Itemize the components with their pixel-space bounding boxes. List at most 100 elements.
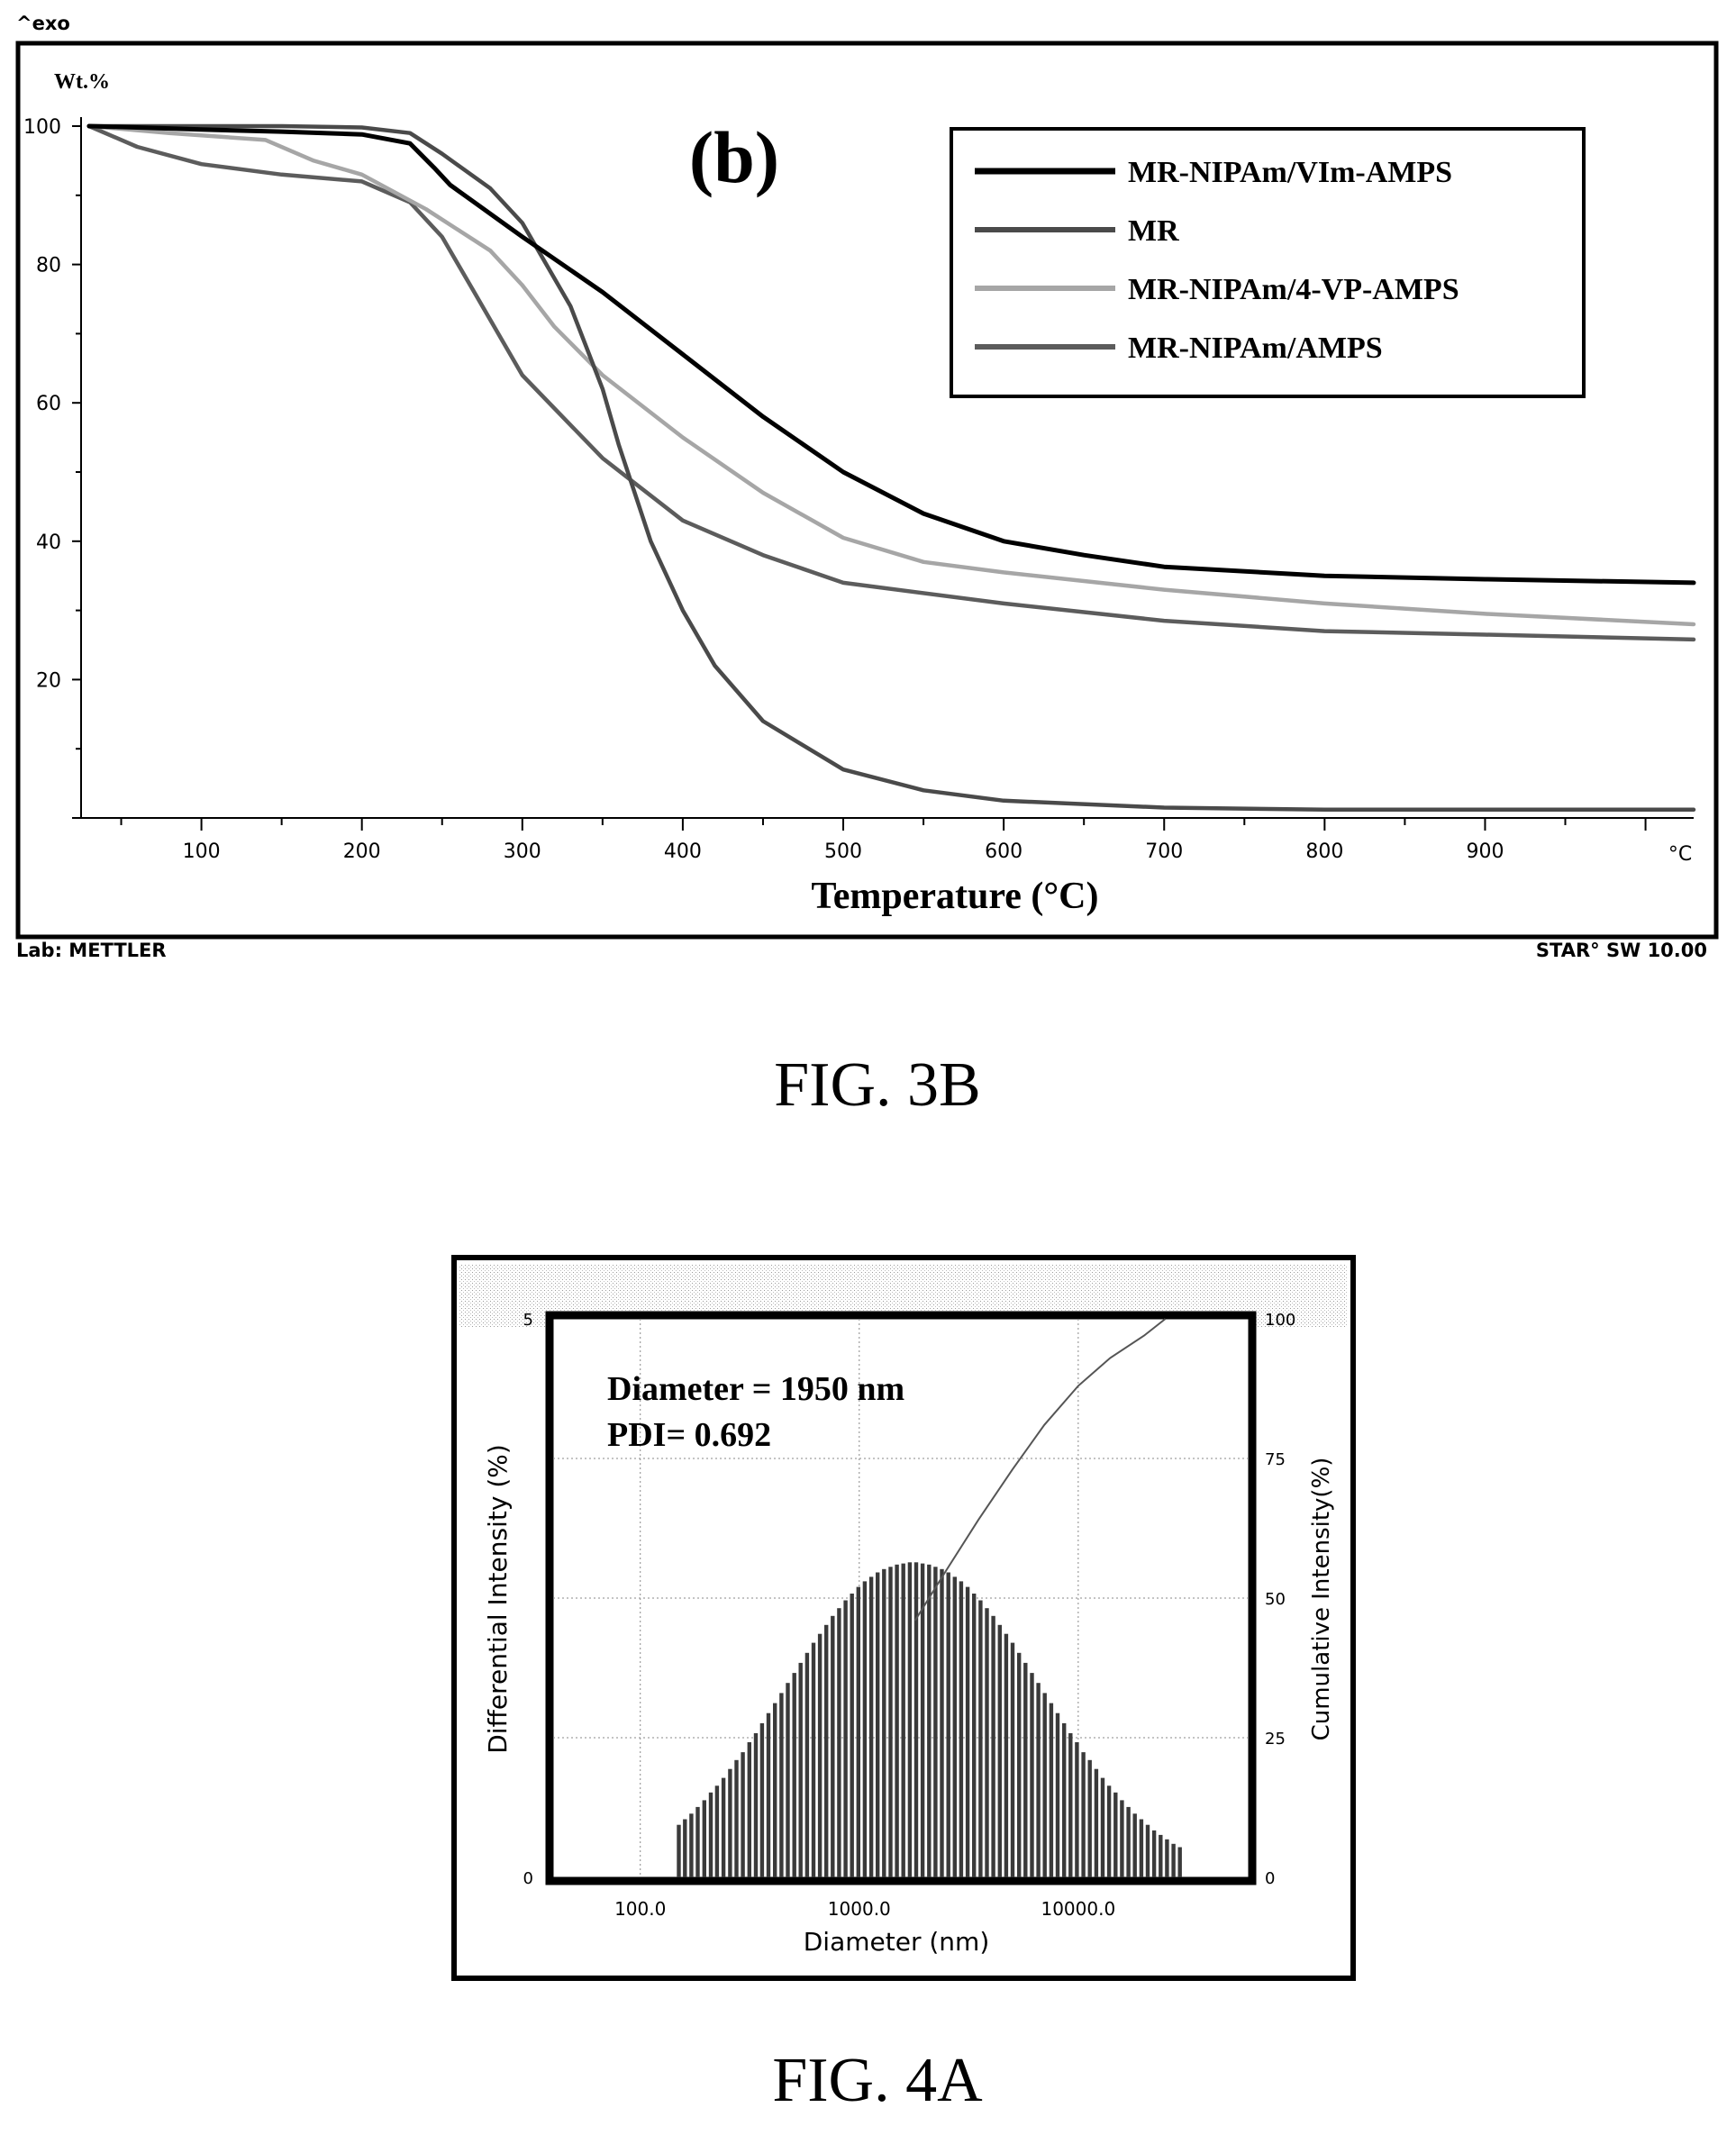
dls-y2-tick-label: 75 <box>1265 1450 1286 1469</box>
dls-bar <box>1132 1813 1137 1877</box>
dls-bar <box>1036 1683 1041 1877</box>
dls-bar <box>1106 1785 1112 1877</box>
dls-ylabel-left: Differential Intensity (%) <box>483 1444 513 1754</box>
dls-bar <box>907 1562 913 1877</box>
dls-y2-tick-label: 50 <box>1265 1590 1286 1609</box>
dls-bar <box>728 1768 732 1877</box>
tga-chart: 100 200 300 400 500 600 700 800 900 20 40 60 80 100 W… <box>15 41 1719 940</box>
tga-series-group <box>86 123 1696 813</box>
tga-y-tick-label: 80 <box>36 255 61 277</box>
dls-bar <box>978 1600 983 1877</box>
dls-bar <box>1094 1768 1099 1877</box>
dls-bar <box>940 1568 944 1877</box>
dls-bar <box>747 1742 751 1877</box>
dls-bar <box>779 1693 784 1877</box>
dls-bar <box>824 1624 829 1877</box>
dls-bar <box>1030 1673 1034 1877</box>
dls-bar <box>913 1562 919 1877</box>
dls-bar <box>1151 1830 1157 1877</box>
fig3b-caption: FIG. 3B <box>774 1050 981 1120</box>
tga-series-line <box>86 123 1696 627</box>
dls-bar <box>689 1813 694 1877</box>
tga-x-tick-label: 500 <box>824 840 862 863</box>
dls-bar <box>798 1662 803 1877</box>
dls-bar <box>792 1673 796 1877</box>
dls-bar <box>759 1722 765 1877</box>
dls-bar <box>811 1642 816 1877</box>
fig3b-footer-left: Lab: METTLER <box>16 940 167 961</box>
dls-bar <box>677 1824 681 1877</box>
dls-y2-tick-label: 100 <box>1265 1311 1295 1330</box>
tga-axes: 100 200 300 400 500 600 700 800 900 20 40 60 80 100 <box>23 116 1694 863</box>
dls-bar <box>1113 1792 1118 1877</box>
fig3b-footer-right: STAR° SW 10.00 <box>1535 940 1707 961</box>
tga-x-tick-label: 400 <box>664 840 702 863</box>
dls-bar <box>721 1777 726 1877</box>
dls-bar <box>901 1563 905 1877</box>
tga-series-line <box>86 123 1696 813</box>
dls-y-tick-label: 0 <box>523 1869 533 1888</box>
dls-bar <box>985 1608 989 1877</box>
dls-bar <box>1120 1800 1124 1877</box>
dls-bar <box>1159 1834 1163 1877</box>
dls-x-tick-label: 100.0 <box>614 1898 666 1920</box>
dls-bar <box>1171 1843 1176 1877</box>
tga-x-tick-label: 300 <box>504 840 541 863</box>
tga-ylabel: Wt.% <box>54 70 110 94</box>
tga-y-tick-label: 20 <box>36 669 61 692</box>
dls-bar <box>1049 1703 1054 1877</box>
dls-bar <box>804 1652 810 1877</box>
fig4a-caption: FIG. 4A <box>772 2046 983 2115</box>
dls-bar <box>1010 1642 1015 1877</box>
dls-y-tick-label: 5 <box>523 1311 533 1330</box>
tga-legend-label: MR-NIPAm/VIm-AMPS <box>1128 156 1452 189</box>
tga-legend-label: MR-NIPAm/4-VP-AMPS <box>1128 273 1459 306</box>
dls-bar <box>741 1752 745 1877</box>
tga-x-tick-label: 200 <box>343 840 381 863</box>
tga-x-tick-label: 900 <box>1466 840 1504 863</box>
dls-y2-tick-label: 0 <box>1265 1869 1275 1888</box>
dls-bar <box>786 1683 790 1877</box>
dls-bars-group <box>677 1562 1182 1877</box>
dls-bar <box>702 1800 706 1877</box>
dls-bar <box>856 1586 860 1877</box>
dls-y2-tick-label: 25 <box>1265 1730 1286 1749</box>
dls-bar <box>1100 1777 1105 1877</box>
dls-cumulative-group <box>913 1318 1167 1622</box>
dls-annotation-diameter: Diameter = 1950 nm <box>607 1370 904 1408</box>
dls-bar <box>952 1576 957 1877</box>
dls-bar <box>1145 1824 1150 1877</box>
dls-bar <box>714 1785 720 1877</box>
dls-bar <box>1126 1806 1131 1877</box>
dls-bar <box>1139 1819 1144 1877</box>
dls-bar <box>997 1624 1002 1877</box>
dls-bar <box>1087 1759 1092 1877</box>
tga-y-tick-label: 100 <box>23 116 61 139</box>
dls-bar <box>1055 1712 1060 1877</box>
dls-bar <box>734 1759 739 1877</box>
tga-legend: MR-NIPAm/VIm-AMPS MR MR-NIPAm/4-VP-AMPS MR-… <box>975 156 1459 365</box>
dls-bar <box>817 1633 823 1877</box>
dls-cumulative-line <box>913 1318 1167 1622</box>
tga-x-tick-label: 100 <box>183 840 221 863</box>
tga-x-unit: °C <box>1668 843 1692 866</box>
dls-bar <box>868 1576 874 1877</box>
dls-bar <box>1062 1722 1067 1877</box>
dls-bar <box>1068 1733 1073 1877</box>
tga-legend-label: MR <box>1128 214 1179 248</box>
dls-bar <box>708 1792 713 1877</box>
tga-frame <box>15 41 1719 940</box>
dls-x-tick-label: 1000.0 <box>828 1898 891 1920</box>
dls-bar <box>991 1615 995 1877</box>
dls-bar <box>850 1594 854 1877</box>
dls-bar <box>876 1572 880 1877</box>
dls-bar <box>1177 1847 1182 1877</box>
tga-y-tick-label: 60 <box>36 393 61 415</box>
dls-bar <box>1004 1633 1009 1877</box>
dls-bar <box>895 1564 899 1877</box>
tga-y-tick-label: 40 <box>36 531 61 554</box>
dls-x-tick-label: 10000.0 <box>1041 1898 1115 1920</box>
dls-bar <box>920 1563 925 1877</box>
tga-x-tick-label: 800 <box>1305 840 1343 863</box>
